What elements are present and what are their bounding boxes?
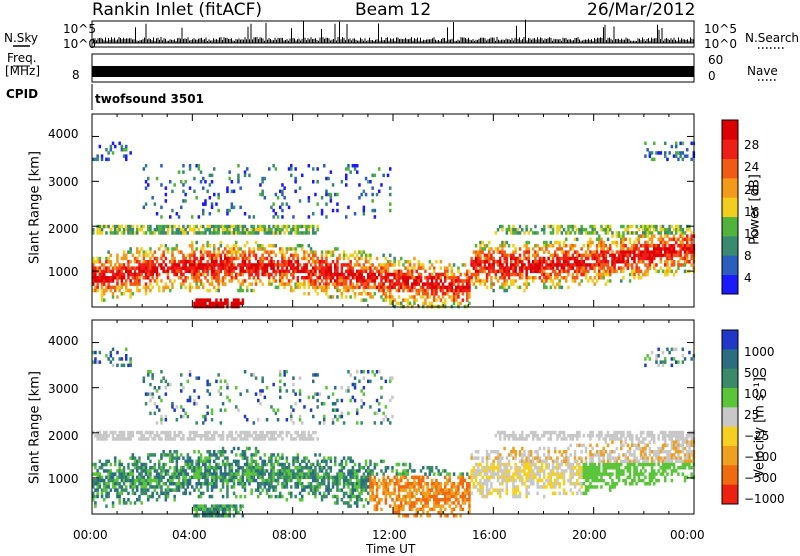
velocity-colorbar-swatch xyxy=(722,388,738,408)
power-colorbar-swatch xyxy=(722,236,738,256)
power-colorbar-swatch xyxy=(722,178,738,198)
power-colorbar-swatch xyxy=(722,217,738,237)
velocity-colorbar-swatch xyxy=(722,349,738,369)
velocity-colorbar-swatch xyxy=(722,485,738,505)
velocity-colorbar-swatch xyxy=(722,465,738,485)
velocity-colorbar-swatch xyxy=(722,427,738,447)
velocity-colorbar-swatch xyxy=(722,446,738,466)
velocity-colorbar-swatch xyxy=(722,369,738,389)
velocity-heatmap xyxy=(92,348,695,518)
power-colorbar-swatch xyxy=(722,139,738,159)
velocity-colorbar-swatch xyxy=(722,407,738,427)
power-colorbar-swatch xyxy=(722,197,738,217)
power-colorbar-swatch xyxy=(722,120,738,140)
velocity-colorbar-swatch xyxy=(722,330,738,350)
power-colorbar-swatch xyxy=(722,159,738,179)
power-colorbar-swatch xyxy=(722,275,738,295)
nsky-trace xyxy=(92,20,694,43)
freq-trace-band xyxy=(92,66,694,77)
power-colorbar-swatch xyxy=(722,255,738,275)
power-heatmap xyxy=(92,142,695,309)
